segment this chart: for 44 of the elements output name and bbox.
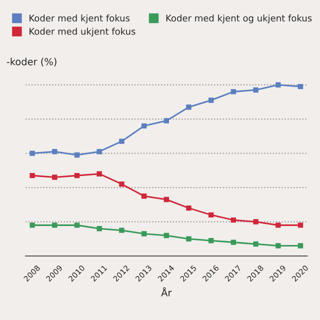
point <box>253 87 258 93</box>
legend-label: Koder med kjent og ukjent fokus <box>166 14 312 24</box>
point <box>298 243 304 248</box>
point <box>164 232 170 238</box>
point <box>164 196 170 202</box>
point <box>298 222 304 228</box>
legend-label: Koder med kjent fokus <box>30 14 130 24</box>
point <box>141 193 147 199</box>
point <box>253 219 258 224</box>
point <box>186 236 192 242</box>
point <box>119 228 124 233</box>
x-axis-title: År <box>161 287 172 296</box>
point <box>52 222 58 228</box>
point <box>52 174 58 180</box>
point <box>298 84 304 90</box>
point <box>30 172 35 178</box>
point <box>96 171 102 176</box>
point <box>96 226 102 232</box>
point <box>74 222 80 228</box>
point <box>186 104 192 110</box>
point <box>208 212 214 218</box>
point <box>74 152 80 158</box>
point <box>253 241 258 247</box>
point <box>52 148 58 154</box>
point <box>141 123 147 129</box>
point <box>230 240 236 245</box>
point <box>208 98 214 103</box>
point <box>276 82 281 88</box>
point <box>119 182 124 187</box>
point <box>119 138 124 144</box>
point <box>96 148 102 154</box>
legend-label: Koder med ukjent fokus <box>30 28 136 37</box>
point <box>276 243 281 248</box>
point <box>30 222 35 228</box>
point <box>186 205 192 211</box>
point <box>230 217 236 223</box>
point <box>30 150 35 156</box>
y-axis-title: -koder (%) <box>6 58 56 66</box>
point <box>74 172 80 178</box>
point <box>164 118 170 124</box>
point <box>276 222 281 228</box>
point <box>208 238 214 244</box>
point <box>230 89 236 94</box>
point <box>141 231 147 236</box>
